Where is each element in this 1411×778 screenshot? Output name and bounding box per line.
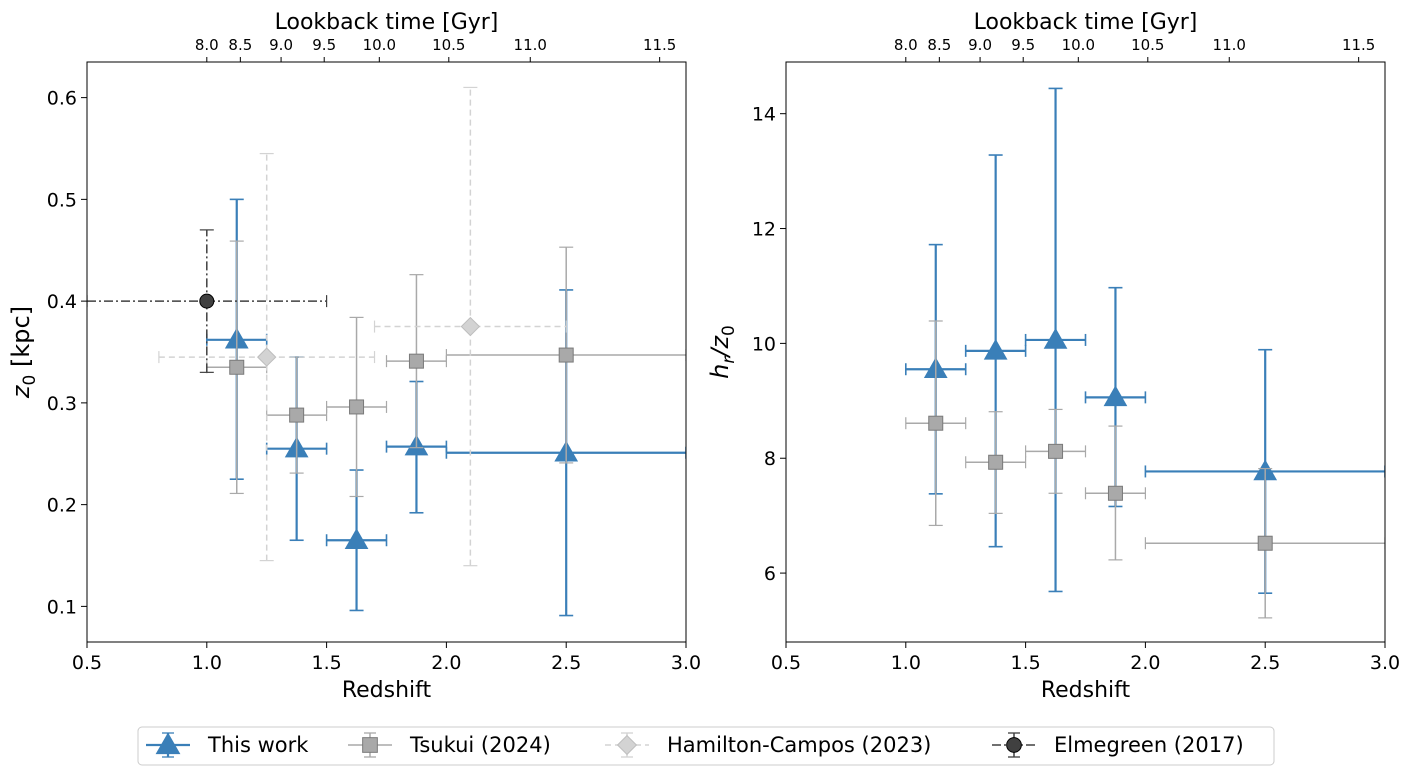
xtick-label-right-4: 2.0 [1130,652,1160,674]
tsukui-point-2-marker [289,407,305,423]
legend-item-4: Elmegreen (2017) [992,732,1244,758]
legend: This work Tsukui (2024) Hamilton-Campos (2… [137,726,1275,766]
ytick-label-left-5: 0.5 [47,189,77,211]
top-tick-label-left-6: 10.5 [432,36,465,54]
series-this-work [206,198,686,617]
ytick-label-left-2: 0.2 [47,495,77,517]
xtick-label-left-4: 2.0 [431,652,461,674]
top-axis-label-right: Lookback time [Gyr] [974,10,1198,35]
this-work-point-4-marker [1103,385,1128,407]
legend-label-3: Hamilton-Campos (2023) [667,733,931,757]
top-axis-label-left: Lookback time [Gyr] [275,10,499,35]
top-tick-label-right-3: 9.0 [968,36,992,54]
legend-frame [137,726,1275,766]
series-tsukui [206,240,686,498]
tsukui-point-4-marker [408,353,424,369]
plot-area-left [87,86,686,617]
ytick-label-right-2: 8 [764,448,776,470]
hamilton-point-2-marker [460,316,481,337]
top-tick-label-left-3: 9.0 [269,36,293,54]
panel-right: 0.5 1.0 1.5 2.0 2.5 3.0 6 8 10 12 14 8.0 8.5 9.0 9.5 10… [706,10,1400,703]
tsukui-point-1-marker [229,359,245,375]
tsukui-point-3-marker [1048,443,1064,459]
plot-area-right [904,87,1385,619]
tsukui-point-4-marker [1107,485,1123,501]
ytick-label-right-5: 14 [752,104,776,126]
x-axis-label-left: Redshift [342,678,432,703]
elmegreen-point-1-marker [199,293,215,309]
legend-marker-4 [1006,737,1022,753]
series-tsukui [905,320,1385,619]
top-tick-label-right-7: 11.0 [1213,36,1246,54]
tsukui-point-5-marker [1257,535,1273,551]
this-work-point-3-marker [344,528,369,549]
top-tick-label-left-2: 8.5 [228,36,252,54]
top-tick-label-right-1: 8.0 [894,36,918,54]
ylabel-main: h [706,364,734,379]
xtick-label-right-6: 3.0 [1370,652,1400,674]
series-this-work [904,87,1385,594]
xtick-label-left-3: 1.5 [311,652,341,674]
top-tick-label-right-5: 10.0 [1062,36,1095,54]
xtick-label-right-5: 2.5 [1250,652,1280,674]
this-work-point-2-marker [983,338,1008,360]
xtick-label-left-5: 2.5 [551,652,581,674]
xtick-label-left-6: 3.0 [671,652,701,674]
ylabel-sub2: 0 [719,325,739,336]
legend-marker-2 [362,737,378,753]
ytick-label-right-4: 12 [752,219,776,241]
legend-label-1: This work [207,733,309,757]
xtick-label-right-1: 0.5 [771,652,801,674]
top-tick-label-right-6: 10.5 [1131,36,1164,54]
legend-item-3: Hamilton-Campos (2023) [605,732,931,758]
top-tick-label-right-2: 8.5 [927,36,951,54]
legend-item-1: This work [146,732,309,758]
xtick-label-left-1: 0.5 [72,652,102,674]
hamilton-point-1-marker [256,347,277,367]
ylabel-main2: /z [706,335,734,359]
ytick-label-left-1: 0.1 [47,596,77,618]
legend-marker-1 [155,732,181,755]
ylabel-sub: r [719,356,739,364]
legend-marker-3 [616,734,638,756]
x-axis-label-right: Redshift [1041,678,1131,703]
axes-frame-left [86,61,687,643]
ylabel-sub: 0 [20,375,40,386]
tsukui-point-3-marker [349,399,365,415]
panel-left: 0.5 1.0 1.5 2.0 2.5 3.0 0.1 0.2 0.3 0.4 0.5 0.6 8.0 8… [7,10,701,703]
top-tick-label-right-8: 11.5 [1342,36,1375,54]
ylabel-main: z [7,384,35,399]
tsukui-point-1-marker [928,415,944,431]
legend-label-4: Elmegreen (2017) [1054,733,1244,757]
tsukui-point-5-marker [558,347,574,363]
top-tick-label-left-4: 9.5 [312,36,336,54]
top-tick-label-left-5: 10.0 [363,36,396,54]
series-elmegreen [87,229,328,373]
ytick-label-left-3: 0.3 [47,393,77,415]
ylabel-suffix: [kpc] [7,306,35,375]
y-axis-label-right: hr/z0 [706,325,739,379]
top-tick-label-left-8: 11.5 [643,36,676,54]
tsukui-point-2-marker [988,454,1004,470]
xtick-label-left-2: 1.0 [192,652,222,674]
legend-item-2: Tsukui (2024) [348,732,551,758]
ytick-label-right-1: 6 [764,563,776,585]
top-tick-label-left-1: 8.0 [195,36,219,54]
ytick-label-left-4: 0.4 [47,291,77,313]
legend-label-2: Tsukui (2024) [409,733,551,757]
y-axis-label-left: z0 [kpc] [7,306,40,399]
xtick-label-right-3: 1.5 [1010,652,1040,674]
ytick-label-left-6: 0.6 [47,88,77,110]
xtick-label-right-2: 1.0 [891,652,921,674]
top-tick-label-left-7: 11.0 [514,36,547,54]
axes-frame-right [785,61,1386,643]
ytick-label-right-3: 10 [752,333,776,355]
this-work-point-3-marker [1043,327,1068,349]
series-hamilton [158,86,567,567]
top-tick-label-right-4: 9.5 [1011,36,1035,54]
